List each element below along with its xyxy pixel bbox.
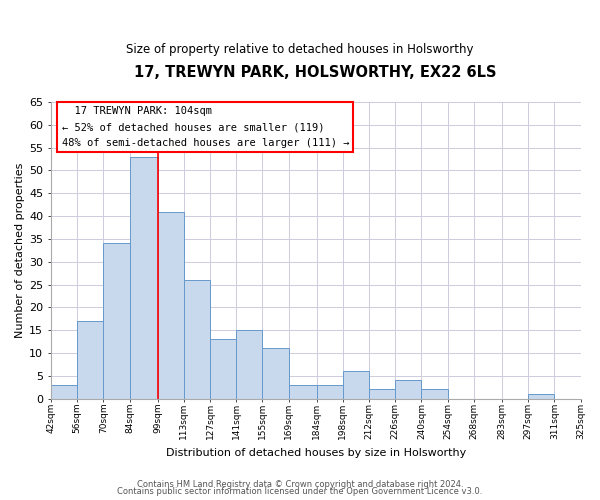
Bar: [369, 390, 395, 398]
Title: 17, TREWYN PARK, HOLSWORTHY, EX22 6LS: 17, TREWYN PARK, HOLSWORTHY, EX22 6LS: [134, 65, 497, 80]
Y-axis label: Number of detached properties: Number of detached properties: [15, 162, 25, 338]
Bar: [130, 157, 158, 398]
Text: 17 TREWYN PARK: 104sqm  
← 52% of detached houses are smaller (119)
48% of semi-: 17 TREWYN PARK: 104sqm ← 52% of detached…: [62, 106, 349, 148]
Text: Contains public sector information licensed under the Open Government Licence v3: Contains public sector information licen…: [118, 487, 482, 496]
Bar: [289, 385, 317, 398]
Bar: [262, 348, 289, 399]
Bar: [236, 330, 262, 398]
Bar: [421, 390, 448, 398]
Bar: [158, 212, 184, 398]
Bar: [395, 380, 421, 398]
X-axis label: Distribution of detached houses by size in Holsworthy: Distribution of detached houses by size …: [166, 448, 466, 458]
Bar: [343, 371, 369, 398]
Bar: [103, 244, 130, 398]
Bar: [528, 394, 554, 398]
Bar: [77, 321, 103, 398]
Bar: [317, 385, 343, 398]
Text: Size of property relative to detached houses in Holsworthy: Size of property relative to detached ho…: [126, 42, 474, 56]
Bar: [184, 280, 210, 398]
Bar: [210, 340, 236, 398]
Text: Contains HM Land Registry data © Crown copyright and database right 2024.: Contains HM Land Registry data © Crown c…: [137, 480, 463, 489]
Bar: [51, 385, 77, 398]
